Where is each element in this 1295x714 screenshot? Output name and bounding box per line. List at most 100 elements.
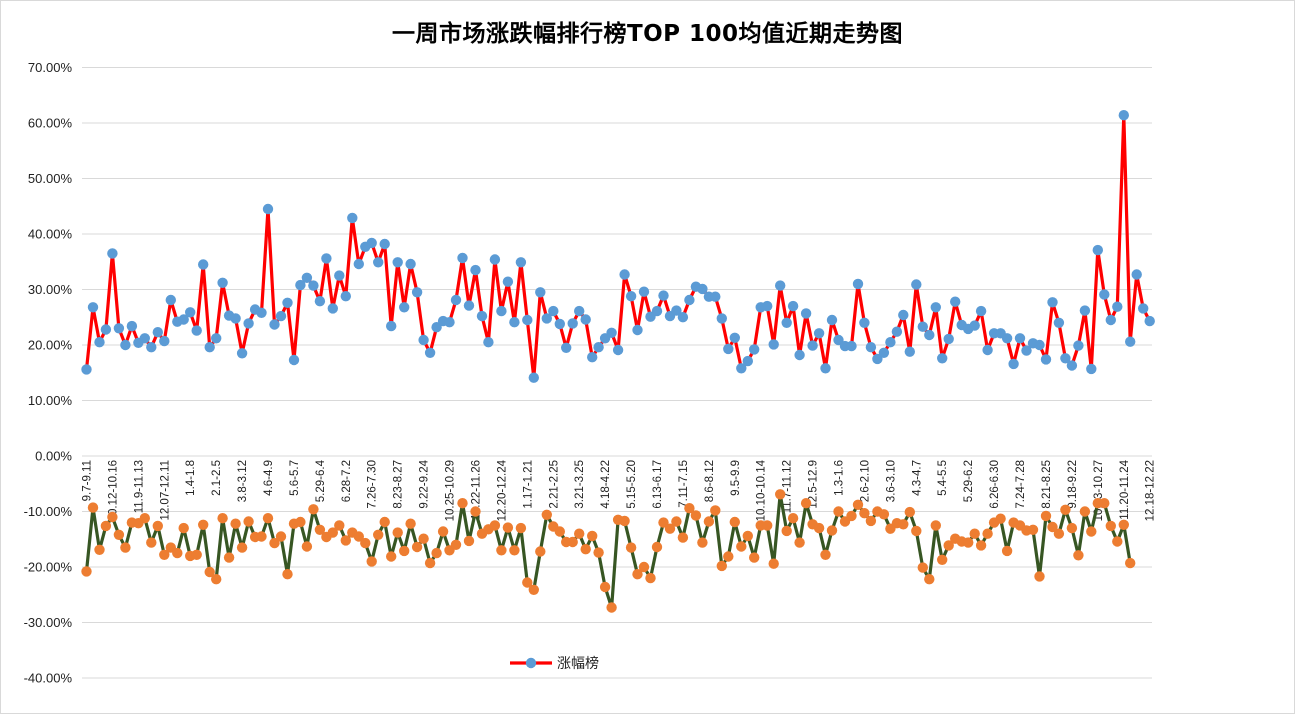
losers-point xyxy=(723,551,734,562)
y-tick-label: 40.00% xyxy=(28,227,73,242)
losers-point xyxy=(924,574,935,585)
losers-point xyxy=(528,584,539,595)
gainers-point xyxy=(658,290,669,301)
x-tick-label: 5.15-5.20 xyxy=(626,460,638,509)
x-tick-label: 11.9-11.13 xyxy=(133,460,145,513)
x-tick-label: 1.3-1.6 xyxy=(834,460,846,496)
x-tick-label: 9.7-9.11 xyxy=(82,460,94,501)
gainers-point xyxy=(813,328,825,339)
gainers-point xyxy=(1001,333,1013,344)
gainers-point xyxy=(230,313,241,324)
gainers-point xyxy=(580,314,591,325)
x-tick-label: 8.21-8.25 xyxy=(1041,460,1053,509)
losers-point xyxy=(775,489,786,500)
gainers-point xyxy=(1092,244,1104,256)
gainers-point xyxy=(541,313,552,324)
losers-point xyxy=(366,556,377,567)
gainers-point xyxy=(807,340,818,351)
losers-point xyxy=(411,541,423,553)
gainers-point xyxy=(723,343,734,355)
losers-point xyxy=(677,532,689,543)
gainers-point xyxy=(120,339,131,351)
legend-marker-swatch xyxy=(525,657,537,669)
gainers-point xyxy=(411,287,423,298)
losers-point xyxy=(625,542,637,553)
losers-point xyxy=(762,520,773,531)
losers-point xyxy=(496,545,507,556)
y-tick-label: 0.00% xyxy=(35,449,72,464)
losers-point xyxy=(587,530,598,542)
losers-point xyxy=(334,520,345,531)
losers-point xyxy=(392,527,403,538)
gainers-point xyxy=(548,305,559,317)
x-tick-label: 12.20-12.24 xyxy=(496,459,508,521)
losers-point xyxy=(418,533,429,544)
losers-point xyxy=(1001,545,1013,557)
gainers-point xyxy=(943,333,954,345)
gainers-point xyxy=(651,305,663,317)
chart-title: 一周市场涨跌幅排行榜TOP 100均值近期走势图 xyxy=(391,21,904,47)
losers-point xyxy=(81,566,92,577)
losers-point xyxy=(703,516,715,527)
losers-point xyxy=(768,558,779,569)
losers-point xyxy=(898,519,909,530)
gainers-point xyxy=(1099,289,1110,300)
losers-point xyxy=(405,518,416,529)
losers-point xyxy=(424,557,436,569)
losers-point xyxy=(1047,521,1058,533)
gainers-point xyxy=(256,307,267,318)
losers-point xyxy=(399,545,410,557)
x-tick-label: 7.24-7.28 xyxy=(1015,460,1027,509)
gainers-point xyxy=(781,317,792,328)
losers-point xyxy=(619,515,630,527)
y-axis-ticks: 70.00% 60.00% 50.00% 40.00% 30.00% 20.00% 10.0… xyxy=(24,60,73,686)
gainers-point xyxy=(872,353,883,365)
losers-point xyxy=(963,537,974,548)
gainers-point xyxy=(859,317,870,328)
gainers-point xyxy=(1014,333,1026,344)
gainers-point xyxy=(975,305,987,317)
losers-point xyxy=(969,528,980,539)
losers-point xyxy=(846,510,857,522)
losers-point xyxy=(787,513,799,524)
x-tick-label: 1.17-1.21 xyxy=(522,460,534,509)
losers-point xyxy=(198,519,209,530)
losers-point xyxy=(515,522,527,534)
losers-point xyxy=(327,527,338,538)
losers-point xyxy=(217,513,228,524)
x-tick-label: 9.5-9.9 xyxy=(730,460,742,496)
losers-point xyxy=(437,526,449,537)
gainers-point xyxy=(1125,336,1136,347)
gainers-point xyxy=(243,318,254,329)
y-tick-label: -30.00% xyxy=(24,615,73,630)
losers-point xyxy=(1027,524,1039,535)
gainers-point xyxy=(865,342,877,353)
gainers-point xyxy=(671,305,682,316)
gainers-point xyxy=(1008,358,1019,370)
gainers-point xyxy=(833,334,844,346)
gainers-point xyxy=(301,272,313,283)
gainers-point xyxy=(399,302,410,313)
losers-point xyxy=(917,562,928,573)
losers-point xyxy=(146,537,157,548)
losers-point xyxy=(308,504,319,515)
losers-point xyxy=(1079,506,1091,517)
losers-point xyxy=(794,537,805,548)
y-tick-label: 50.00% xyxy=(28,171,73,186)
losers-point xyxy=(353,531,364,542)
gainers-point xyxy=(353,258,364,270)
gainers-point xyxy=(1105,314,1117,326)
gainers-point xyxy=(217,277,228,288)
losers-point xyxy=(599,581,611,593)
gainers-point xyxy=(308,280,319,291)
gainers-point xyxy=(677,312,689,323)
gainers-point xyxy=(450,294,462,306)
losers-point xyxy=(1105,520,1117,532)
y-tick-label: -20.00% xyxy=(24,560,73,575)
losers-point xyxy=(1118,519,1130,530)
gainers-point xyxy=(1112,301,1123,312)
losers-point xyxy=(664,523,676,534)
losers-point xyxy=(651,541,663,553)
x-tick-label: 9.18-9.22 xyxy=(1067,460,1079,509)
